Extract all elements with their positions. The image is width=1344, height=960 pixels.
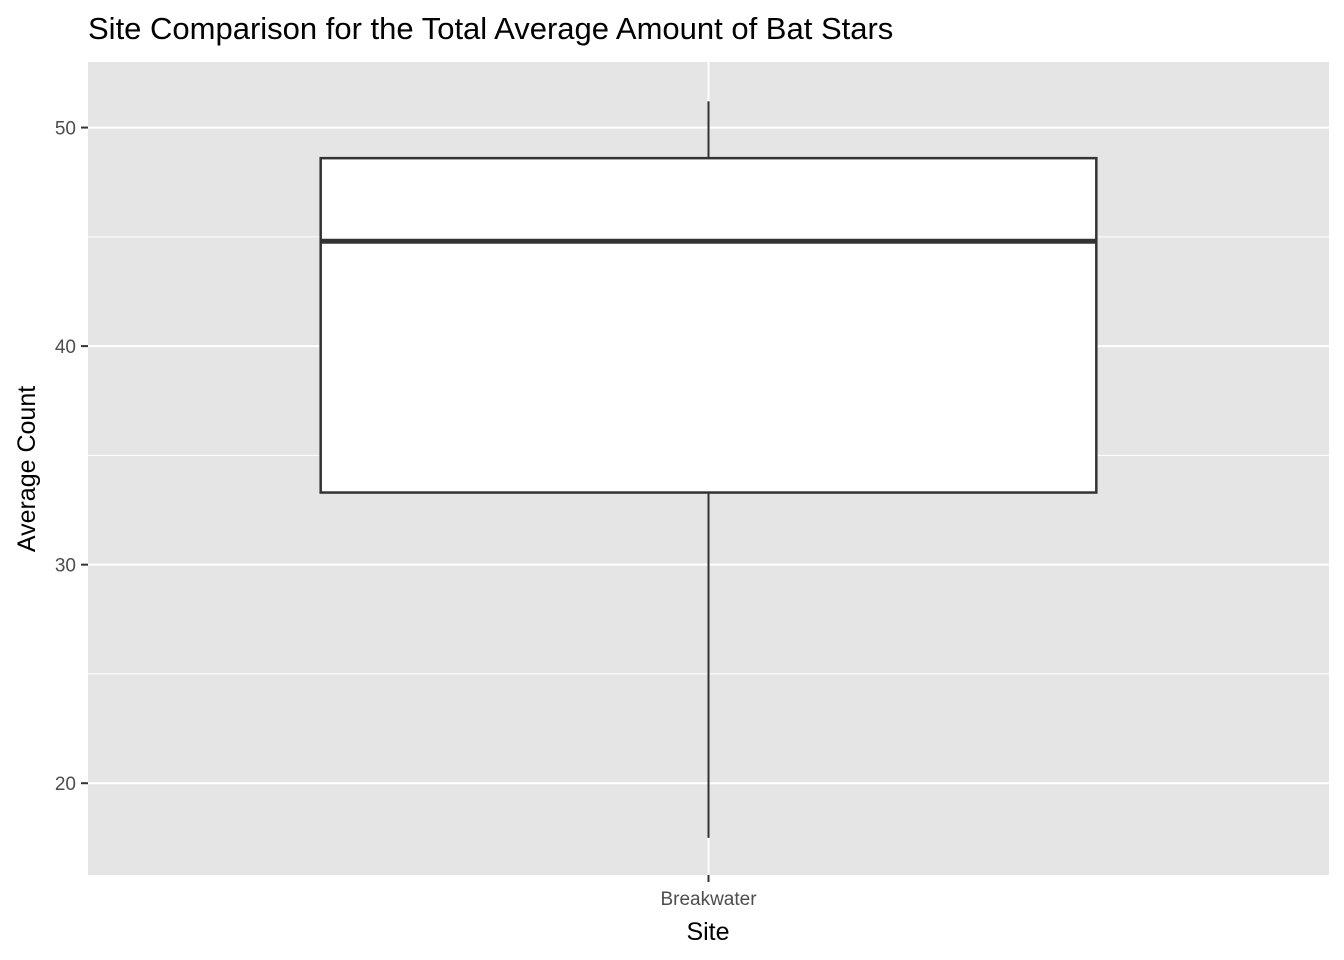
x-axis-title: Site	[686, 918, 729, 946]
y-tick-label: 50	[55, 119, 76, 140]
boxplot-marks	[319, 101, 1098, 838]
chart-title: Site Comparison for the Total Average Am…	[88, 11, 893, 46]
y-axis: 20 30 40 50	[55, 119, 88, 795]
y-tick-label: 30	[55, 556, 76, 577]
x-tick-label: Breakwater	[660, 889, 757, 910]
y-tick-label: 20	[55, 774, 76, 795]
x-axis: Breakwater	[660, 875, 757, 910]
y-axis-title: Average Count	[13, 386, 41, 552]
y-tick-label: 40	[55, 337, 76, 358]
iqr-box	[319, 156, 1098, 494]
